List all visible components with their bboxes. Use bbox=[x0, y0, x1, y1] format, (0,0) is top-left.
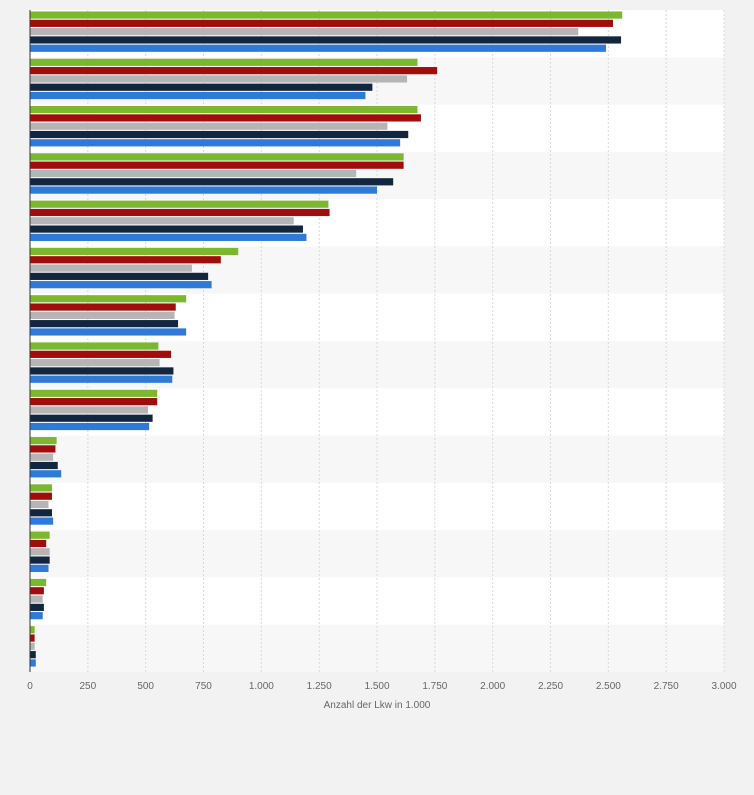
bar[interactable] bbox=[30, 106, 418, 114]
bar[interactable] bbox=[30, 36, 622, 44]
bar[interactable] bbox=[30, 44, 607, 52]
bars bbox=[30, 11, 623, 667]
x-tick-label: 2.250 bbox=[538, 681, 563, 692]
bar[interactable] bbox=[30, 342, 159, 350]
bar[interactable] bbox=[30, 389, 158, 397]
bar[interactable] bbox=[30, 359, 160, 367]
bar[interactable] bbox=[30, 612, 43, 620]
x-tick-label: 0 bbox=[27, 681, 33, 692]
bar[interactable] bbox=[30, 114, 421, 122]
bar[interactable] bbox=[30, 320, 179, 328]
x-tick-label: 1.750 bbox=[422, 681, 447, 692]
bar[interactable] bbox=[30, 303, 176, 311]
bar[interactable] bbox=[30, 67, 438, 75]
row-band bbox=[30, 624, 724, 672]
x-tick-label: 1.500 bbox=[364, 681, 389, 692]
bar[interactable] bbox=[30, 556, 50, 564]
bar[interactable] bbox=[30, 350, 172, 358]
bar[interactable] bbox=[30, 603, 44, 611]
bar[interactable] bbox=[30, 484, 52, 492]
x-tick-label: 500 bbox=[137, 681, 154, 692]
x-tick-label: 3.000 bbox=[711, 681, 736, 692]
bar[interactable] bbox=[30, 58, 418, 66]
bar[interactable] bbox=[30, 311, 175, 319]
bar[interactable] bbox=[30, 272, 209, 280]
bar[interactable] bbox=[30, 256, 221, 264]
bar[interactable] bbox=[30, 437, 57, 445]
bar[interactable] bbox=[30, 91, 366, 100]
bar[interactable] bbox=[30, 651, 36, 659]
bar[interactable] bbox=[30, 83, 373, 91]
bar[interactable] bbox=[30, 595, 43, 603]
bar[interactable] bbox=[30, 375, 173, 383]
bar[interactable] bbox=[30, 19, 613, 27]
bar[interactable] bbox=[30, 217, 294, 225]
bar[interactable] bbox=[30, 492, 52, 500]
x-tick-label: 1.000 bbox=[249, 681, 274, 692]
x-tick-label: 2.000 bbox=[480, 681, 505, 692]
bar[interactable] bbox=[30, 28, 579, 36]
bar[interactable] bbox=[30, 169, 357, 178]
bar[interactable] bbox=[30, 414, 153, 422]
bar[interactable] bbox=[30, 659, 36, 667]
bar[interactable] bbox=[30, 453, 54, 461]
bar[interactable] bbox=[30, 517, 54, 525]
x-tick-label: 2.750 bbox=[654, 681, 679, 692]
bar[interactable] bbox=[30, 233, 307, 241]
x-tick-label: 2.500 bbox=[596, 681, 621, 692]
bar[interactable] bbox=[30, 398, 158, 406]
bar[interactable] bbox=[30, 626, 35, 634]
bar[interactable] bbox=[30, 587, 44, 595]
bar[interactable] bbox=[30, 186, 378, 194]
x-axis-title: Anzahl der Lkw in 1.000 bbox=[324, 700, 431, 711]
bar[interactable] bbox=[30, 470, 62, 478]
bar[interactable] bbox=[30, 634, 35, 642]
bar[interactable] bbox=[30, 161, 404, 169]
x-tick-labels: 0 250 500 750 1.000 1.250 1.500 1.750 2.000 2.250… bbox=[27, 681, 737, 692]
bar[interactable] bbox=[30, 153, 404, 161]
bar[interactable] bbox=[30, 281, 212, 289]
bar[interactable] bbox=[30, 247, 239, 256]
bar[interactable] bbox=[30, 264, 192, 272]
bar[interactable] bbox=[30, 11, 623, 19]
x-tick-label: 1.250 bbox=[307, 681, 332, 692]
bar[interactable] bbox=[30, 539, 47, 548]
x-tick-label: 750 bbox=[195, 681, 212, 692]
bar[interactable] bbox=[30, 295, 187, 303]
bar[interactable] bbox=[30, 178, 394, 186]
bar[interactable] bbox=[30, 422, 150, 431]
bar[interactable] bbox=[30, 122, 388, 130]
bar[interactable] bbox=[30, 225, 303, 233]
bar[interactable] bbox=[30, 548, 50, 556]
bar[interactable] bbox=[30, 75, 408, 83]
bar[interactable] bbox=[30, 406, 148, 414]
bar[interactable] bbox=[30, 130, 409, 139]
x-tick-label: 250 bbox=[79, 681, 96, 692]
bar[interactable] bbox=[30, 200, 329, 208]
bar[interactable] bbox=[30, 208, 330, 217]
bar[interactable] bbox=[30, 531, 50, 539]
bar[interactable] bbox=[30, 642, 35, 650]
bar[interactable] bbox=[30, 578, 47, 587]
bar[interactable] bbox=[30, 445, 56, 453]
bar[interactable] bbox=[30, 328, 187, 336]
bar[interactable] bbox=[30, 564, 49, 572]
bar[interactable] bbox=[30, 500, 49, 509]
bar[interactable] bbox=[30, 461, 58, 470]
bar[interactable] bbox=[30, 367, 174, 375]
bar[interactable] bbox=[30, 139, 401, 147]
bar[interactable] bbox=[30, 509, 52, 517]
